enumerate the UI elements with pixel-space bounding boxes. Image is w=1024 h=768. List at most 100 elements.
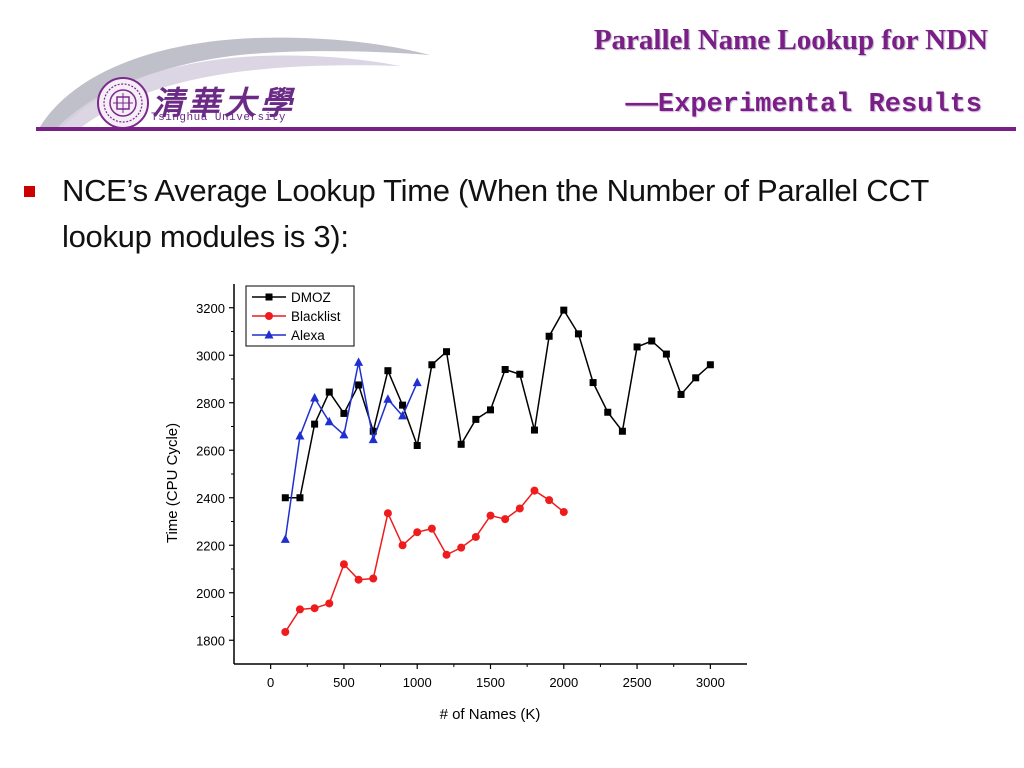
legend-label: Alexa [291, 328, 325, 343]
data-point [501, 366, 509, 373]
y-tick-label: 2800 [196, 396, 225, 411]
data-point [530, 426, 538, 434]
data-point [295, 431, 305, 440]
y-tick-label: 1800 [196, 633, 225, 648]
data-point [428, 361, 436, 369]
x-tick-label: 1000 [403, 675, 432, 690]
data-point [604, 408, 612, 416]
series-line [284, 489, 565, 633]
data-point [457, 543, 466, 552]
data-point [325, 599, 334, 608]
data-point [354, 357, 364, 366]
bullet-text: NCE’s Average Lookup Time (When the Numb… [62, 173, 929, 254]
data-point [457, 440, 465, 448]
page-title: Parallel Name Lookup for NDN [593, 24, 988, 56]
data-point [383, 394, 393, 403]
data-point [471, 532, 480, 541]
data-point [368, 434, 378, 444]
page-subtitle: ——Experimental Results [625, 90, 982, 120]
data-point [369, 574, 378, 583]
y-axis-label: Time (CPU Cycle) [164, 423, 181, 543]
y-tick-label: 2400 [196, 491, 225, 506]
data-point [487, 406, 494, 414]
y-tick-label: 2000 [196, 586, 225, 601]
data-point [472, 415, 480, 423]
y-tick-label: 2600 [196, 443, 225, 458]
series-alexa [280, 357, 422, 543]
data-point [589, 379, 597, 387]
data-point [442, 550, 451, 559]
x-tick-label: 2000 [549, 675, 578, 690]
x-axis-label: # of Names (K) [440, 706, 541, 723]
legend-marker [265, 312, 273, 320]
university-seal-icon [97, 77, 149, 129]
data-point [281, 627, 290, 636]
data-point [545, 332, 553, 340]
data-point [530, 486, 539, 495]
data-point [515, 504, 524, 513]
data-point [501, 515, 510, 524]
data-point [413, 528, 422, 537]
data-point [427, 524, 436, 533]
data-point [295, 605, 304, 614]
series-line [284, 362, 418, 540]
data-point [281, 494, 289, 502]
data-point [398, 410, 408, 420]
logo-text-chinese: 清華大學 [152, 84, 297, 122]
legend-label: Blacklist [291, 309, 341, 324]
logo-text-english: Tsinghua University [151, 112, 286, 124]
data-point [633, 343, 641, 351]
data-point [310, 393, 320, 402]
data-point [340, 409, 348, 417]
bullet-square-icon [24, 186, 35, 197]
data-point [369, 427, 377, 435]
legend-marker [265, 293, 273, 301]
data-point [310, 604, 319, 613]
chart-axes: 1800 2000 2200 2400 2600 2800 3000 3200 0 500 1000… [196, 284, 747, 690]
data-point [706, 361, 714, 369]
data-point [399, 401, 407, 409]
data-point [384, 367, 392, 375]
x-tick-label: 500 [333, 675, 355, 690]
data-point [280, 534, 290, 543]
data-point [325, 388, 333, 396]
series-blacklist [281, 486, 568, 636]
legend-marker [264, 330, 274, 339]
data-point [559, 508, 568, 516]
chart-legend: DMOZ Blacklist Alexa [245, 285, 355, 347]
x-tick-label: 2500 [623, 675, 652, 690]
y-tick-label: 3000 [196, 348, 225, 363]
x-tick-label: 3000 [696, 675, 725, 690]
data-point [412, 377, 422, 387]
data-point [545, 496, 554, 505]
line-chart: 1800 2000 2200 2400 2600 2800 3000 3200 0 500 1000… [164, 284, 747, 723]
data-point [311, 420, 319, 428]
data-point [618, 427, 626, 435]
data-point [339, 429, 349, 439]
data-point [648, 337, 656, 345]
data-point [662, 350, 670, 358]
series-dmoz [281, 306, 714, 502]
chart-series [280, 306, 714, 636]
data-point [339, 560, 348, 569]
header-divider [36, 127, 1016, 131]
data-point [516, 370, 524, 378]
data-point [574, 330, 582, 338]
data-point [324, 416, 334, 426]
data-point [677, 390, 685, 398]
data-point [486, 511, 495, 520]
y-tick-label: 3200 [196, 301, 225, 316]
data-point [383, 509, 392, 518]
data-point [354, 575, 363, 584]
data-point [398, 541, 407, 550]
x-tick-label: 1500 [476, 675, 505, 690]
x-tick-label: 0 [267, 675, 274, 690]
data-point [443, 348, 451, 356]
data-point [355, 381, 363, 389]
data-point [413, 442, 421, 449]
y-tick-label: 2200 [196, 538, 225, 553]
data-point [296, 494, 304, 502]
data-point [692, 374, 700, 382]
legend-label: DMOZ [291, 290, 331, 305]
